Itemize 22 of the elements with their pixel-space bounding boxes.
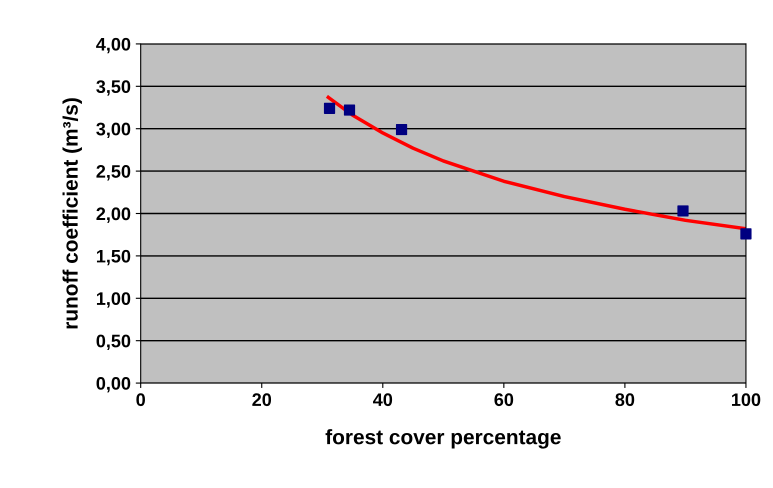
x-tick-label: 20 (252, 393, 272, 406)
x-axis-title: forest cover percentage (326, 429, 561, 449)
point (396, 124, 408, 136)
point (740, 228, 752, 240)
y-tick-label: 1,50 (96, 250, 130, 266)
y-tick-label: 3,00 (96, 122, 130, 138)
y-tick-label: 1,00 (96, 292, 130, 308)
point (677, 205, 689, 217)
y-tick-label: 0,50 (96, 334, 130, 350)
y-tick-label: 2,00 (96, 207, 130, 223)
point (344, 104, 356, 116)
x-tick-label: 60 (494, 393, 514, 406)
x-tick-label: 0 (136, 393, 145, 406)
x-tick-label: 40 (373, 393, 392, 406)
point (324, 102, 336, 114)
x-tick-label: 80 (615, 393, 634, 406)
y-tick-label: 2,50 (96, 165, 130, 180)
y-tick-label: 4,00 (96, 38, 130, 54)
y-axis-title: runoff coefficient (m³/s) (62, 98, 82, 328)
y-tick-label: 0,00 (96, 377, 130, 392)
y-tick-label: 3,50 (96, 80, 130, 96)
x-tick-label: 100 (732, 393, 760, 406)
